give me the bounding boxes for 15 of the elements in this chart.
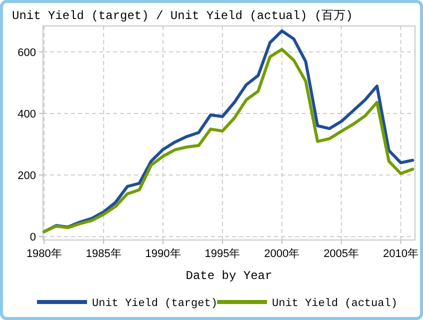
x-tick-label: 2000年: [264, 248, 300, 260]
x-tick-label: 2010年: [382, 248, 418, 260]
x-tick-label: 2005年: [324, 248, 360, 260]
y-tick-label: 200: [18, 170, 36, 182]
y-tick-label: 400: [18, 108, 36, 120]
legend-label: Unit Yield (target): [92, 298, 218, 310]
x-tick-label: 1995年: [204, 248, 240, 260]
chart-title: Unit Yield (target) / Unit Yield (actual) (百万): [12, 9, 353, 23]
y-tick-label: 600: [18, 46, 36, 59]
y-tick-label: 0: [30, 232, 36, 244]
x-tick-label: 1990年: [145, 248, 181, 260]
legend-label: Unit Yield (actual): [272, 298, 398, 310]
x-tick-label: 1985年: [86, 248, 122, 260]
x-tick-label: 1980年: [26, 248, 62, 260]
x-axis-title: Date by Year: [186, 269, 272, 283]
